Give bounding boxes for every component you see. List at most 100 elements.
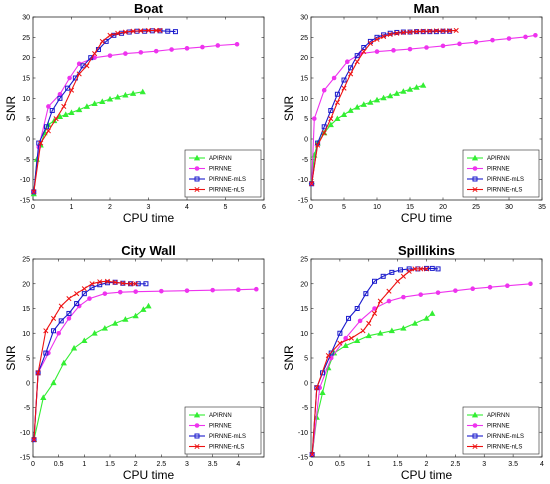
data-point [328,116,334,122]
data-point [348,65,354,71]
x-tick-label: 1 [367,461,371,468]
data-point [505,283,510,289]
data-point [169,47,174,52]
data-point [66,296,72,302]
x-tick-label: 0 [31,204,35,211]
data-point [453,288,458,293]
y-tick-label: 5 [304,116,308,123]
legend: APIRNN PIRNNE PIRNNE-mLS PIRNNE-nLS [462,406,540,455]
x-tick-label: 3 [482,461,486,468]
data-point [133,289,138,294]
data-point [60,359,67,366]
data-point [145,27,152,33]
y-tick-label: 20 [300,281,308,288]
legend: APIRNN PIRNNE PIRNNE-mLS PIRNNE-nLS [462,149,540,198]
data-point [80,63,86,69]
legend-marker [471,154,479,161]
y-tick-label: -5 [24,405,30,412]
data-point [236,287,241,292]
data-point [321,130,327,136]
y-axis-label: SNR [4,96,18,122]
y-tick-label: 20 [22,55,30,62]
data-point [400,325,407,331]
x-axis-label: CPU time [123,468,175,482]
x-tick-label: 2 [134,461,138,468]
data-point [387,92,394,99]
y-tick-label: 15 [300,306,308,313]
data-point [365,332,372,339]
data-point [420,28,426,34]
x-tick-label: 3.5 [208,461,218,468]
panel-city-wall: 0 0.5 1 1.5 2 2.5 3 3.5 4 -15 -10 -5 0 5 10 15 20 25 City … [4,243,265,482]
data-point [315,142,321,148]
data-point [74,291,80,297]
data-point [321,124,327,130]
legend-label: PIRNNE-nLS [209,188,244,194]
data-point [81,291,87,297]
x-tick-label: 35 [538,204,546,211]
data-point [127,281,134,287]
data-point [38,140,44,146]
data-point [43,350,49,356]
data-point [61,103,67,110]
x-tick-label: 1 [82,461,86,468]
data-point [76,106,83,113]
data-point [435,290,441,295]
data-point [319,389,326,396]
data-point [391,48,396,53]
data-point [102,291,108,296]
data-point [31,437,37,443]
data-point [309,181,315,187]
legend-marker [472,166,478,171]
y-tick-label: -15 [20,455,30,462]
legend-label: PIRNNE [487,167,510,173]
data-point [337,330,343,336]
series-line [311,268,427,455]
data-point [140,306,147,312]
data-point [139,88,146,95]
x-tick-label: 5 [224,204,228,211]
y-axis-label: SNR [282,96,296,122]
data-point [104,278,110,284]
data-point [348,335,354,341]
data-point [388,327,395,334]
data-point [354,59,360,65]
data-point [360,101,367,107]
y-tick-label: 30 [300,15,308,22]
legend-marker [472,443,478,450]
data-point [473,39,479,45]
data-point [184,46,190,51]
x-tick-label: 2.5 [451,461,461,468]
data-point [401,294,406,300]
legend-label: APIRNN [209,413,232,419]
y-tick-label: 20 [300,55,308,62]
data-point [377,330,384,336]
data-point [361,49,367,55]
data-point [40,394,47,400]
y-tick-label: -15 [20,198,30,205]
data-point [374,36,380,42]
data-point [412,266,418,272]
data-point [429,310,436,316]
data-point [143,281,149,287]
data-point [50,315,57,321]
data-point [132,312,139,319]
data-point [120,280,126,286]
legend-marker [194,433,200,439]
data-point [398,267,404,273]
data-point [331,75,337,81]
x-tick-label: 0 [309,461,313,468]
data-point [354,104,361,110]
x-tick-label: 4 [540,461,544,468]
y-tick-label: -10 [298,177,308,184]
data-point [348,71,354,77]
y-tick-label: -5 [302,405,308,412]
x-tick-label: 5 [342,204,346,211]
y-tick-label: 25 [300,35,308,42]
data-point [74,301,80,307]
y-tick-label: 5 [304,356,308,363]
data-point [344,59,350,65]
data-point [138,28,144,34]
data-point [97,279,103,285]
data-point [53,116,59,122]
